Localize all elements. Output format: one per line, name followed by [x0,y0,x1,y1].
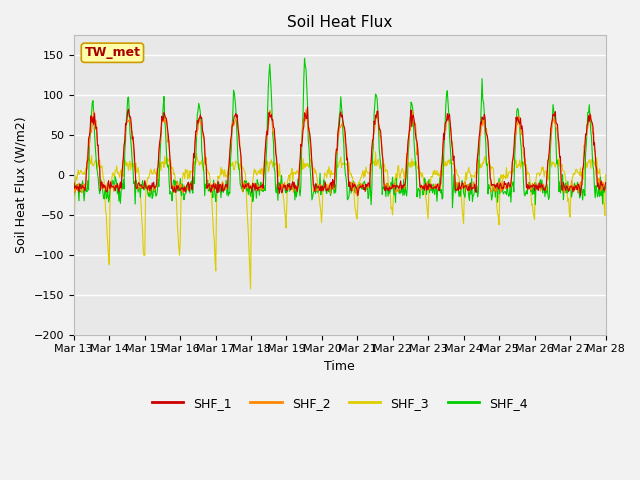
SHF_4 [420,175,428,181]
SHF_4 [134,189,142,195]
SHF_3 [406,164,413,170]
SHF_2 [421,183,429,189]
SHF_3 [134,165,142,170]
Y-axis label: Soil Heat Flux (W/m2): Soil Heat Flux (W/m2) [15,117,28,253]
SHF_1 [79,185,87,191]
SHF_2 [602,186,609,192]
SHF_3 [79,171,87,177]
SHF_4 [301,55,308,61]
SHF_2 [188,186,196,192]
SHF_3 [246,286,254,292]
X-axis label: Time: Time [324,360,355,373]
SHF_2 [79,186,87,192]
SHF_3 [216,172,224,178]
Line: SHF_1: SHF_1 [74,107,605,195]
SHF_1 [303,104,311,110]
SHF_3 [188,169,196,175]
SHF_3 [70,276,77,282]
SHF_2 [406,123,413,129]
SHF_2 [302,107,310,112]
SHF_4 [188,188,196,193]
SHF_4 [79,188,87,194]
SHF_4 [216,182,224,188]
SHF_4 [602,185,609,191]
Line: SHF_4: SHF_4 [74,58,605,208]
SHF_1 [354,192,362,198]
SHF_4 [405,142,413,148]
SHF_2 [216,184,224,190]
SHF_1 [188,187,196,192]
SHF_2 [70,189,77,195]
Line: SHF_2: SHF_2 [74,109,605,196]
SHF_3 [602,172,609,178]
SHF_3 [372,149,380,155]
SHF_3 [421,189,429,195]
SHF_1 [216,181,224,187]
SHF_1 [421,182,429,188]
SHF_1 [602,180,609,186]
Line: SHF_3: SHF_3 [74,152,605,289]
SHF_4 [70,193,77,199]
SHF_4 [449,205,456,211]
SHF_1 [70,180,77,185]
SHF_1 [406,126,413,132]
Text: TW_met: TW_met [84,46,140,59]
SHF_2 [134,186,142,192]
SHF_1 [134,180,142,186]
Legend: SHF_1, SHF_2, SHF_3, SHF_4: SHF_1, SHF_2, SHF_3, SHF_4 [147,392,532,415]
SHF_2 [353,193,361,199]
Title: Soil Heat Flux: Soil Heat Flux [287,15,392,30]
